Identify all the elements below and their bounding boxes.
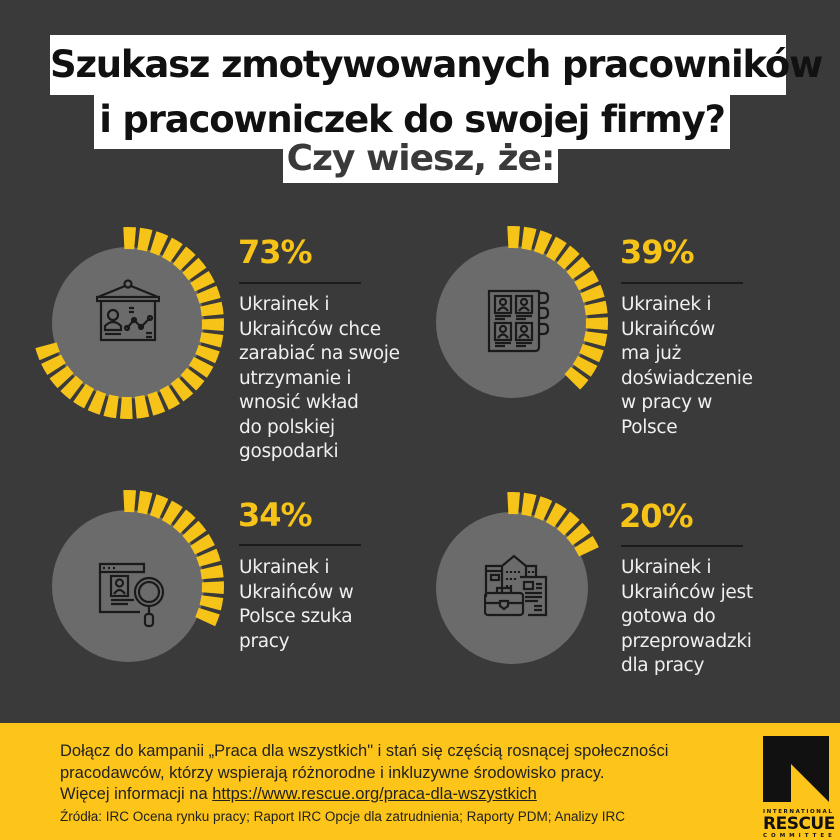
more-info-prefix: Więcej informacji na bbox=[60, 785, 213, 803]
stat-description: Ukrainek i Ukraińców ma już doświadczeni… bbox=[621, 294, 753, 438]
stat-card-2: 39% Ukrainek i Ukraińców ma już doświadc… bbox=[412, 222, 812, 472]
stat-percent: 34% bbox=[238, 496, 313, 534]
logo-line-3: COMMITTEE bbox=[763, 833, 836, 839]
more-info: Więcej informacji na https://www.rescue.… bbox=[60, 784, 537, 804]
stat-percent: 73% bbox=[238, 233, 313, 271]
stat-card-4: 20% Ukrainek i Ukraińców jest gotowa do … bbox=[412, 488, 812, 718]
sources-text: Źródła: IRC Ocena rynku pracy; Raport IR… bbox=[60, 809, 625, 824]
divider bbox=[239, 282, 361, 284]
cv-profiles-binder-icon bbox=[487, 289, 553, 359]
footer-banner: Dołącz do kampanii „Praca dla wszystkich… bbox=[0, 723, 840, 840]
stat-card-1: 73% Ukrainek i Ukraińców chce zarabiać n… bbox=[28, 223, 428, 473]
logo-line-1: INTERNATIONAL bbox=[763, 809, 834, 815]
city-briefcase-icon bbox=[483, 553, 550, 623]
stat-percent: 20% bbox=[619, 497, 694, 535]
progress-ring bbox=[35, 227, 225, 419]
stat-description: Ukrainek i Ukraińców chce zarabiać na sw… bbox=[239, 294, 400, 462]
divider bbox=[239, 544, 361, 546]
presentation-board-icon bbox=[95, 278, 161, 348]
stat-percent: 39% bbox=[620, 233, 695, 271]
stat-description: Ukrainek i Ukraińców jest gotowa do prze… bbox=[621, 557, 753, 676]
logo-line-2: RESCUE bbox=[763, 814, 835, 834]
job-search-magnifier-icon bbox=[98, 562, 168, 632]
stat-card-3: 34% Ukrainek i Ukraińców w Polsce szuka … bbox=[32, 486, 432, 716]
page-title-line-1: Szukasz zmotywowanych pracowników bbox=[50, 35, 823, 95]
page-subtitle: Czy wiesz, że: bbox=[283, 137, 558, 183]
campaign-text: Dołącz do kampanii „Praca dla wszystkich… bbox=[60, 742, 669, 782]
divider bbox=[621, 282, 743, 284]
divider bbox=[621, 545, 743, 547]
campaign-link[interactable]: https://www.rescue.org/praca-dla-wszystk… bbox=[212, 785, 537, 803]
irc-logo: INTERNATIONAL RESCUE COMMITTEE bbox=[763, 736, 836, 840]
irc-arrow-icon bbox=[763, 736, 829, 802]
stat-description: Ukrainek i Ukraińców w Polsce szuka prac… bbox=[239, 557, 354, 652]
